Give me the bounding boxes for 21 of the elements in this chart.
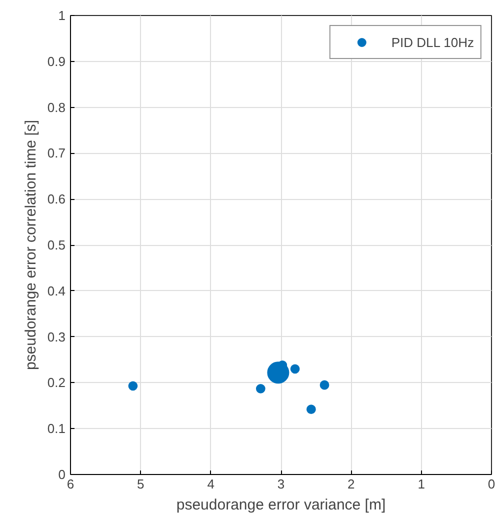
y-tick-label: 0.4 — [47, 283, 66, 298]
x-tick-label: 2 — [348, 476, 355, 492]
y-tick-label: 0.6 — [47, 192, 66, 207]
x-tick-label: 1 — [418, 476, 425, 492]
legend-label: PID DLL 10Hz — [391, 34, 474, 50]
y-axis-title: pseudorange error correlation time [s] — [22, 120, 40, 370]
x-tick-label: 3 — [277, 476, 285, 492]
x-tick-label: 5 — [137, 476, 144, 492]
x-axis-title: pseudorange error variance [m] — [176, 496, 386, 514]
x-tick-label: 0 — [488, 476, 496, 492]
y-tick-label: 0.2 — [47, 375, 66, 390]
y-tick-label: 0.3 — [47, 329, 66, 344]
x-tick-label: 6 — [66, 476, 74, 492]
y-tick-label: 0.1 — [47, 421, 66, 436]
y-tick-label: 0 — [58, 467, 66, 482]
y-tick-label: 0.5 — [47, 238, 66, 252]
y-tick-label: 1 — [58, 8, 66, 23]
y-tick-label: 0.7 — [47, 146, 66, 161]
x-tick-label: 4 — [207, 476, 214, 492]
y-tick-label: 0.8 — [47, 100, 66, 115]
y-tick-label: 0.9 — [47, 54, 66, 69]
